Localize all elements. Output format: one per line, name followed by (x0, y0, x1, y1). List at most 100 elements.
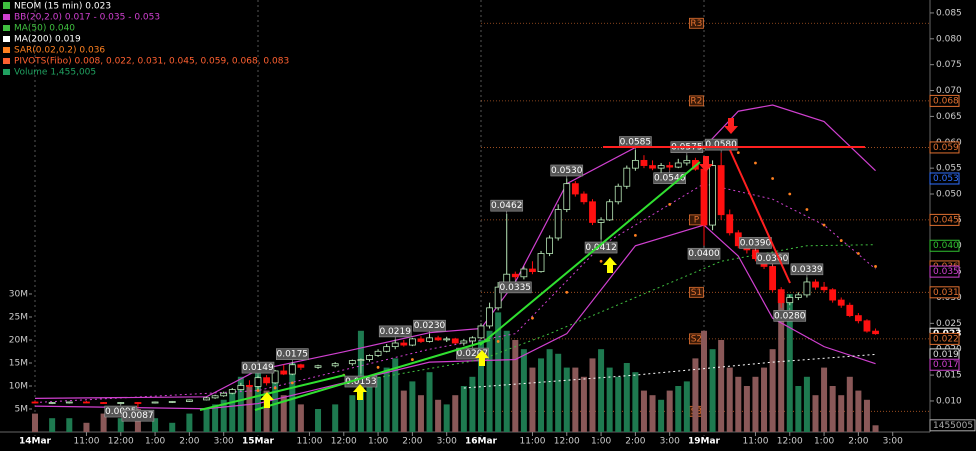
candle-body (700, 168, 708, 226)
candle-body (537, 253, 545, 273)
legend-label: MA(200) 0.019 (14, 35, 81, 45)
volume-bar (598, 349, 605, 432)
legend-swatch (3, 25, 10, 31)
price-tag (929, 286, 960, 299)
candle-body (829, 289, 837, 301)
x-tick-label: 11:00 (519, 437, 545, 447)
volume-bar (203, 408, 210, 432)
volume-bar (632, 372, 639, 432)
candle-body (803, 281, 811, 296)
x-tick-label: 16Mar (465, 437, 498, 447)
price-tag (929, 358, 960, 371)
candle-body (185, 399, 193, 402)
volume-bar (718, 339, 725, 432)
candle-body (571, 183, 579, 195)
annotation-label: 0.0412 (585, 243, 617, 253)
sar-dot (531, 316, 534, 320)
candle-body (443, 338, 451, 341)
volume-bar (658, 399, 665, 432)
down-arrow (724, 118, 738, 134)
sar-dot (771, 177, 775, 180)
x-tick-label: 11:00 (296, 437, 322, 447)
volume-bar (623, 362, 630, 432)
volume-bar (289, 362, 296, 432)
sar-dot (273, 386, 277, 390)
candle-body (674, 162, 682, 168)
volume-bar (743, 385, 750, 432)
volume-bar (31, 413, 38, 432)
volume-bar (486, 330, 493, 432)
candle-body (460, 340, 468, 344)
volume-bar (495, 312, 502, 432)
candle-body (254, 377, 262, 387)
annotation-label: 0.0280 (774, 311, 806, 321)
candle-body (606, 201, 614, 221)
candle-body (434, 337, 442, 341)
price-tag-label: 0.035 (933, 267, 959, 277)
volume-bar (580, 376, 587, 432)
candle-body (417, 338, 425, 342)
volume-tick-label: 15M (9, 358, 28, 368)
volume-bar (280, 395, 287, 432)
legend-label: SAR(0.02,0.2) 0.036 (14, 46, 105, 56)
candle-body (271, 370, 279, 384)
candle-body (48, 402, 56, 404)
y-tick-label: 0.080 (936, 34, 962, 44)
candle-body (331, 363, 339, 367)
sar-dot (788, 192, 792, 196)
annotation-box (756, 252, 789, 265)
x-tick-label: 1:00 (368, 437, 388, 447)
candle-body (203, 397, 210, 401)
plot-area: 14Mar 11:00 12:00 1:00 2:00 3:00 15Mar 11:00 12:… (9, 0, 976, 447)
volume-bar (460, 385, 467, 432)
volume-bar (392, 358, 399, 432)
price-tag-label: 0.040 (933, 241, 959, 251)
annotation-label: 0.0230 (414, 321, 446, 331)
volume-bar (555, 353, 562, 432)
volume-bar (117, 418, 124, 432)
drawings (199, 118, 865, 411)
volume-bar (229, 390, 236, 432)
volume-bar (615, 376, 622, 432)
annotation-label: 0.0149 (242, 363, 274, 373)
annotation-box (550, 164, 584, 177)
trend-line (254, 339, 491, 411)
x-tick-label: 12:00 (331, 437, 357, 447)
candle-body (717, 165, 725, 216)
x-tick-label: 15Mar (242, 437, 275, 447)
price-tag-label: 0.022 (933, 334, 959, 344)
title-icon (3, 2, 10, 9)
candle-body (683, 159, 691, 164)
x-tick-label: 2:00 (179, 437, 199, 447)
annotation-label: 0.0546 (654, 174, 686, 184)
volume-bar (563, 367, 570, 432)
volume-bar (220, 399, 227, 432)
x-tick-label: 1:00 (591, 437, 611, 447)
volume-bar (855, 390, 862, 432)
indicator-line (34, 224, 876, 410)
y-tick-label: 0.065 (936, 112, 962, 122)
up-arrow (475, 350, 489, 366)
x-tick-label: 11:00 (73, 437, 99, 447)
annotation-label: 0.0095 (105, 407, 137, 417)
trend-line (199, 374, 346, 411)
x-tick-label: 12:00 (554, 437, 580, 447)
volume-bar (838, 395, 845, 432)
x-tick-label: 19Mar (688, 437, 721, 447)
volume-bar (297, 404, 304, 432)
volume-bar (872, 425, 879, 432)
down-arrow (699, 156, 713, 172)
volume-bar (675, 385, 682, 432)
x-tick-label: 12:00 (108, 437, 134, 447)
pivot-box (689, 17, 704, 29)
volume-bar (366, 385, 373, 432)
annotation-box (456, 347, 489, 360)
volume-bar (443, 404, 450, 432)
legend-swatch (3, 58, 10, 64)
annotation-label: 0.0339 (791, 265, 823, 275)
annotation-box (378, 325, 412, 338)
volume-bar (435, 399, 442, 432)
volume-bar (829, 385, 836, 432)
volume-bar (692, 358, 699, 432)
price-tag-label: 0.017 (933, 360, 959, 370)
